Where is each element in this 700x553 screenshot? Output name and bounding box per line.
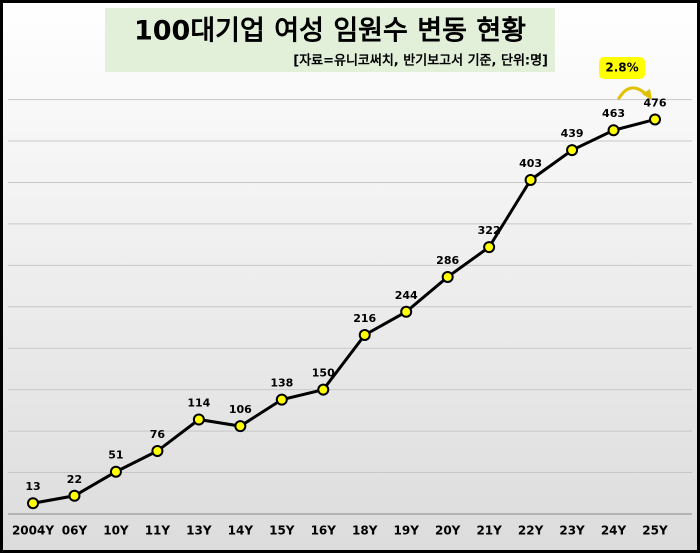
x-tick-label: 25Y [642,524,668,538]
chart-subtitle: [자료=유니코써치, 반기보고서 기준, 단위:명] [293,53,548,69]
data-label: 286 [436,254,459,267]
data-label: 463 [602,107,625,120]
data-label: 106 [229,403,252,416]
x-tick-label: 19Y [394,524,420,538]
data-label: 150 [312,367,335,380]
x-tick-label: 16Y [311,524,337,538]
x-tick-label: 23Y [559,524,585,538]
data-label: 244 [395,289,418,302]
x-tick-label: 13Y [186,524,212,538]
line [32,118,656,505]
point [649,113,661,126]
x-tick-label: 2004Y [12,524,54,538]
point [441,270,454,283]
x-tick-label: 11Y [145,524,171,538]
data-label: 403 [519,157,542,170]
x-tick-label: 24Y [601,524,627,538]
data-label: 13 [25,480,40,493]
point [151,445,164,458]
point [483,241,496,254]
x-tick-label: 22Y [518,524,544,538]
point [317,383,330,396]
data-label: 439 [561,127,584,140]
data-label: 138 [270,377,293,390]
point [234,420,247,433]
title-box [105,8,555,72]
point [400,305,413,318]
data-label: 114 [187,397,210,410]
point [27,497,39,510]
point [109,465,122,478]
data-label: 22 [67,473,82,486]
data-label: 51 [108,449,123,462]
data-label: 216 [353,312,376,325]
data-label: 322 [478,224,501,237]
x-tick-label: 14Y [228,524,254,538]
x-tick-label: 18Y [352,524,378,538]
point [566,144,579,157]
x-tick-label: 21Y [476,524,502,538]
data-label: 476 [644,96,667,109]
x-tick-label: 20Y [435,524,461,538]
annotation-arrowhead [642,89,652,100]
point [524,173,537,186]
annotation: 2.8% [605,61,638,75]
point [192,413,205,426]
x-tick-label: 10Y [103,524,129,538]
data-label: 76 [150,428,166,441]
point [358,328,371,341]
x-tick-label: 06Y [62,524,88,538]
point [68,489,81,502]
chart-title: 100대기업 여성 임원수 변동 현황 [134,16,526,47]
annotation-box [599,57,645,79]
point [275,393,288,406]
point [607,124,620,137]
x-tick-label: 15Y [269,524,295,538]
